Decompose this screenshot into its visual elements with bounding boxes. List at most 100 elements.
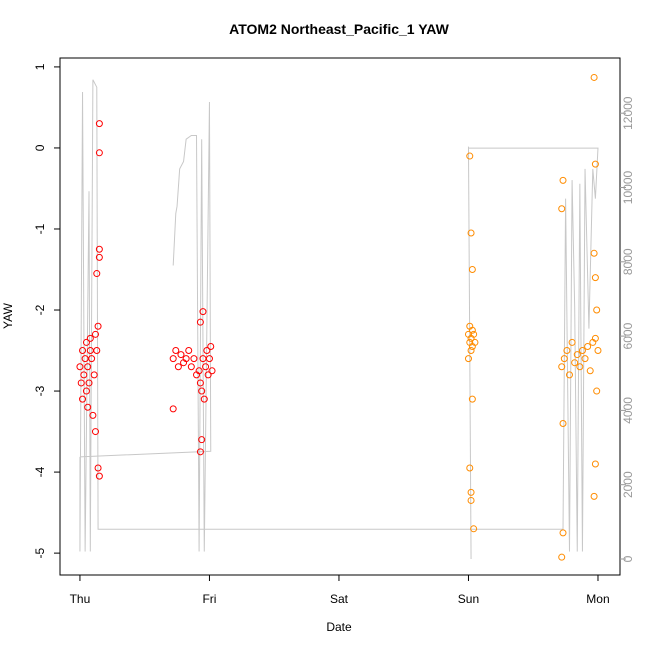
point (95, 245, 103, 253)
point (559, 529, 567, 537)
point (95, 472, 103, 480)
point (203, 347, 211, 355)
point (85, 379, 93, 387)
x-tick-label: Fri (202, 592, 216, 606)
point (581, 355, 589, 363)
point (95, 253, 103, 261)
point (198, 436, 206, 444)
point (590, 249, 598, 257)
point (591, 274, 599, 282)
y-tick-label: 0 (33, 144, 47, 151)
point (578, 347, 586, 355)
point (591, 460, 599, 468)
point (207, 342, 215, 350)
point (91, 428, 99, 436)
point (468, 266, 476, 273)
point (586, 367, 594, 375)
point (560, 355, 568, 363)
x-tick-label: Mon (586, 592, 609, 606)
y2-tick-label: 8000 (621, 248, 635, 275)
point (471, 338, 479, 346)
point (590, 73, 598, 81)
point (77, 379, 85, 387)
point (584, 342, 592, 350)
point (95, 149, 103, 157)
x-axis-label: Date (326, 620, 352, 634)
point (91, 330, 99, 338)
point (467, 496, 475, 504)
point (185, 347, 193, 355)
point (174, 363, 182, 371)
point (93, 270, 101, 278)
point (205, 355, 213, 363)
point (196, 379, 204, 387)
point (196, 448, 204, 456)
point (95, 120, 103, 128)
point (182, 355, 190, 363)
point (573, 351, 581, 359)
point (94, 322, 102, 330)
chart-title: ATOM2 Northeast_Pacific_1 YAW (229, 21, 449, 37)
point (199, 308, 207, 316)
point (84, 363, 92, 371)
point (571, 359, 579, 367)
point (470, 525, 478, 533)
point (558, 205, 566, 213)
point (467, 488, 475, 496)
point (565, 371, 573, 379)
point (468, 395, 476, 403)
point (576, 363, 584, 371)
point (568, 338, 576, 346)
line (79, 79, 599, 559)
point (467, 347, 475, 355)
point (79, 395, 87, 403)
point (82, 338, 90, 346)
plot-frame (59, 57, 621, 576)
point (82, 387, 90, 395)
point (76, 363, 84, 371)
y-tick-label: -4 (33, 466, 47, 477)
point (467, 229, 475, 237)
point (202, 363, 210, 371)
point (558, 363, 566, 371)
point (563, 347, 571, 355)
point (89, 411, 97, 419)
point (79, 347, 87, 355)
point (169, 405, 177, 413)
y-tick-label: -1 (33, 223, 47, 234)
point (177, 351, 185, 359)
point (195, 367, 203, 375)
x-tick-label: Thu (70, 592, 91, 606)
point (468, 326, 476, 334)
point (94, 464, 102, 472)
y-axis-label: YAW (1, 302, 15, 329)
point (187, 363, 195, 371)
point (464, 355, 472, 363)
point (93, 347, 101, 355)
y-tick-label: -3 (33, 385, 47, 396)
point (169, 355, 177, 363)
point (80, 371, 88, 379)
point (593, 306, 601, 314)
point (466, 152, 474, 160)
y2-tick-label: 4000 (621, 397, 635, 424)
point (470, 330, 478, 338)
y2-tick-label: 2000 (621, 471, 635, 498)
x-tick-label: Sat (330, 592, 349, 606)
point (84, 403, 92, 411)
y-tick-label: -5 (33, 547, 47, 558)
point (591, 160, 599, 168)
point (559, 176, 567, 184)
y2-tick-label: 10000 (621, 170, 635, 204)
y2-tick-label: 6000 (621, 322, 635, 349)
point (200, 395, 208, 403)
point (204, 371, 212, 379)
y-tick-label: -2 (33, 304, 47, 315)
point (208, 367, 216, 375)
y2-tick-label: 0 (621, 555, 635, 562)
point (90, 371, 98, 379)
x-tick-label: Sun (458, 592, 479, 606)
point (88, 355, 96, 363)
